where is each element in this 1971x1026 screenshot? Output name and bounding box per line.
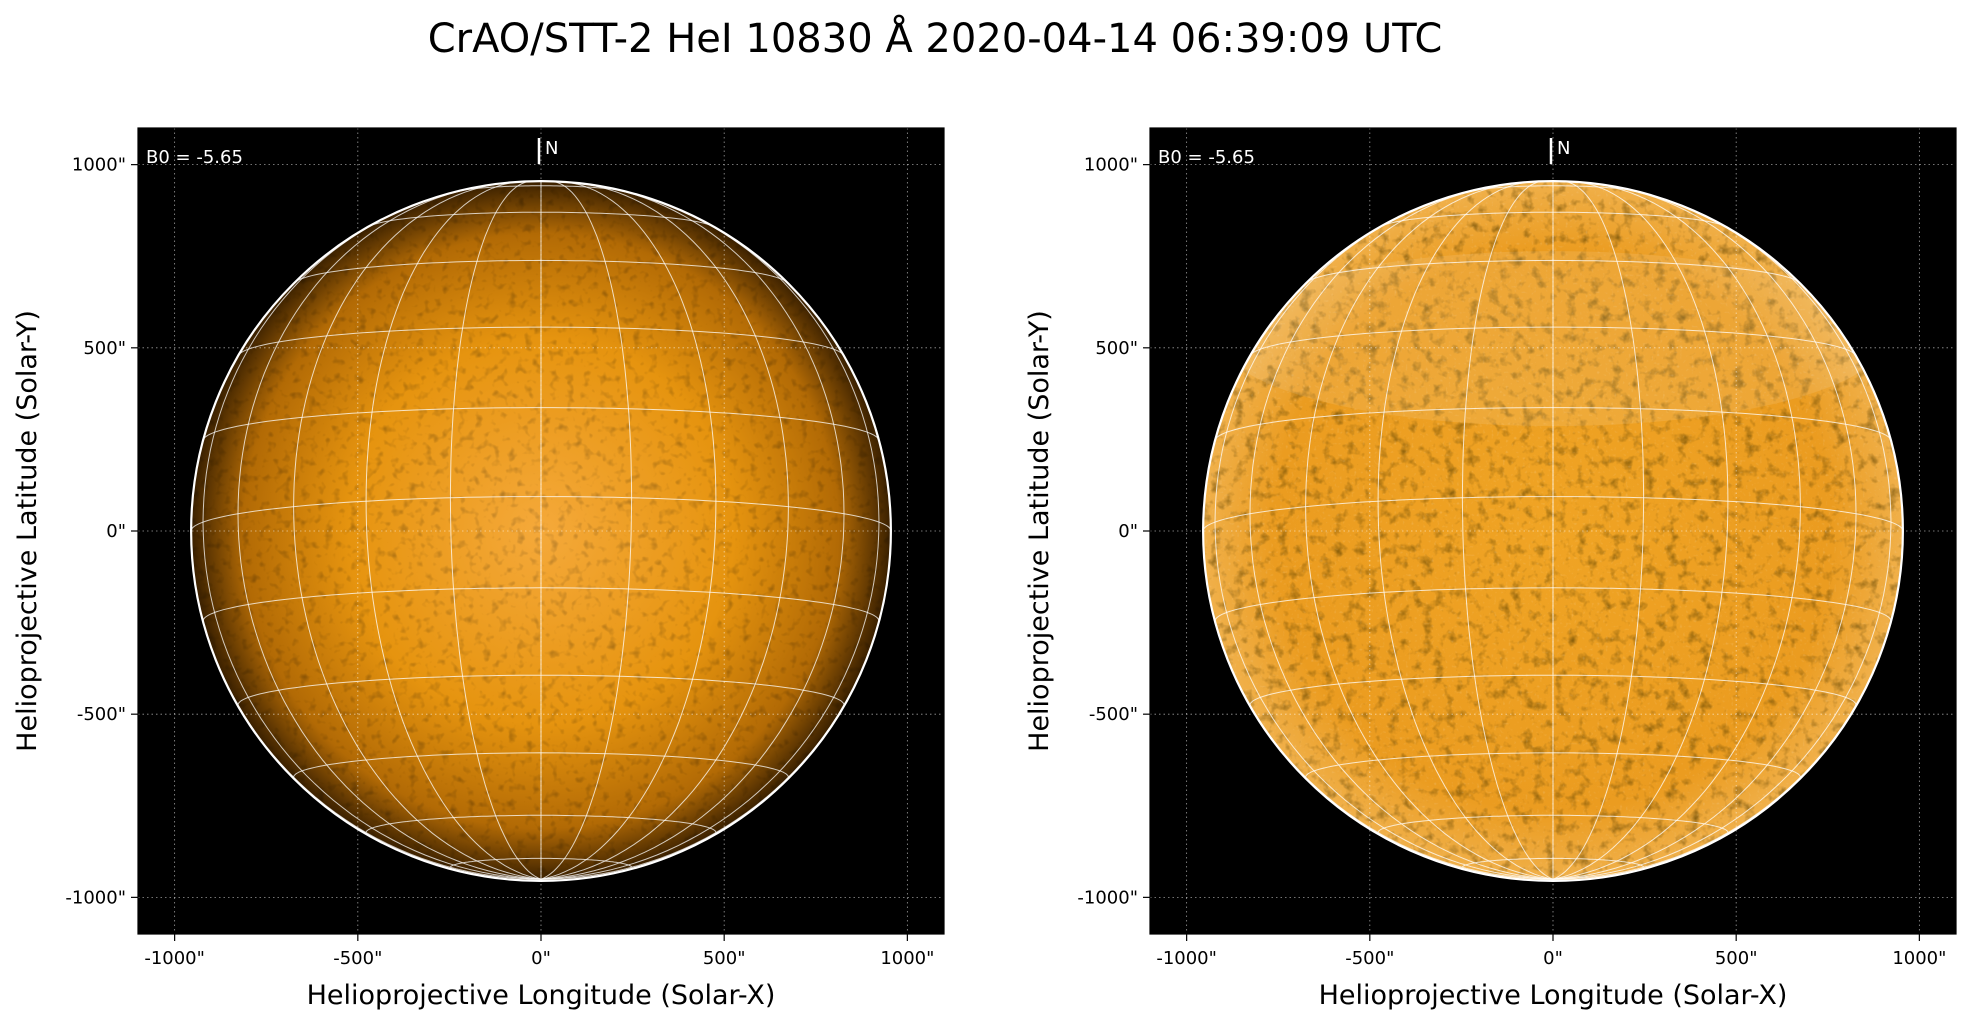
north-label: N <box>545 138 558 159</box>
solar-limb-outline <box>190 180 892 882</box>
y-axis-label: Helioprojective Latitude (Solar-Y) <box>1024 310 1055 752</box>
y-tick-label: -1000" <box>1077 887 1138 908</box>
solar-limb-outline <box>1202 180 1904 882</box>
x-tick-label: -500" <box>1345 948 1394 969</box>
b0-annotation: B0 = -5.65 <box>146 147 243 168</box>
figure-title: CrAO/STT-2 HeI 10830 Å 2020-04-14 06:39:… <box>428 14 1443 62</box>
y-tick-label: 500" <box>1095 338 1138 359</box>
x-tick-label: -1000" <box>1156 948 1217 969</box>
y-tick-label: 500" <box>83 338 126 359</box>
y-tick-label: 0" <box>1118 521 1138 542</box>
b0-annotation: B0 = -5.65 <box>1158 147 1255 168</box>
x-tick-label: -1000" <box>144 948 205 969</box>
x-tick-label: 0" <box>1543 948 1563 969</box>
y-tick-label: -1000" <box>65 887 126 908</box>
y-tick-label: 1000" <box>1084 155 1138 176</box>
y-axis-label: Helioprojective Latitude (Solar-Y) <box>12 310 43 752</box>
panel-left: N B0 = -5.65 -1000" -500" 0" 500" 1000" 1000" 50… <box>12 127 945 1011</box>
y-tick-label: 0" <box>106 521 126 542</box>
y-tick-label: -500" <box>1089 704 1138 725</box>
y-tick-label: 1000" <box>72 155 126 176</box>
heliographic-grid <box>1203 181 1903 880</box>
y-tick-label: -500" <box>77 704 126 725</box>
x-axis-label: Helioprojective Longitude (Solar-X) <box>1319 980 1788 1011</box>
north-label: N <box>1557 138 1570 159</box>
x-tick-label: 500" <box>703 948 746 969</box>
x-tick-label: 0" <box>531 948 551 969</box>
x-tick-label: -500" <box>333 948 382 969</box>
x-tick-label: 1000" <box>1892 948 1946 969</box>
x-tick-label: 500" <box>1715 948 1758 969</box>
x-axis-label: Helioprojective Longitude (Solar-X) <box>307 980 776 1011</box>
panel-right: N B0 = -5.65 -1000" -500" 0" 500" 1000" 1000" 50… <box>1024 127 1957 1011</box>
x-tick-label: 1000" <box>880 948 934 969</box>
